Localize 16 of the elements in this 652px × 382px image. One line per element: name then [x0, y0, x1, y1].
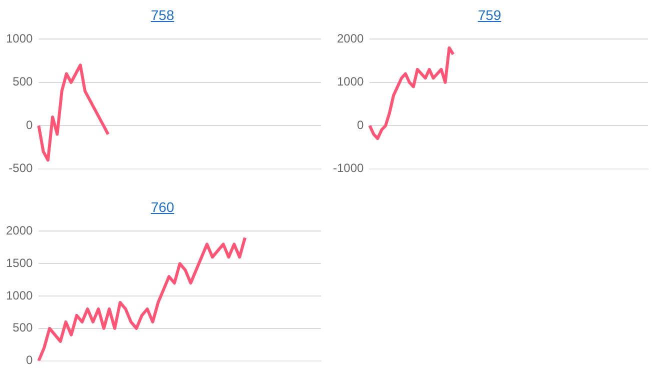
- chart-title: 759: [476, 6, 502, 25]
- y-tick-label: 2000: [6, 224, 34, 238]
- y-tick-label: 0: [26, 353, 34, 368]
- y-tick-label: 0: [357, 118, 364, 132]
- y-tick-label: 1000: [336, 74, 364, 89]
- chart-title: 758: [150, 6, 176, 25]
- chart-title: 760: [150, 198, 176, 217]
- y-tick-label: 500: [12, 74, 34, 89]
- y-tick-label: -1000: [332, 161, 364, 176]
- y-tick-label: 1000: [6, 288, 34, 302]
- y-tick-label: 0: [26, 118, 34, 132]
- y-tick-label: -500: [8, 161, 34, 176]
- y-tick-label: 1000: [6, 32, 34, 46]
- y-tick-label: 2000: [336, 32, 364, 46]
- y-tick-label: 1500: [6, 256, 34, 270]
- y-tick-label: 500: [12, 320, 34, 335]
